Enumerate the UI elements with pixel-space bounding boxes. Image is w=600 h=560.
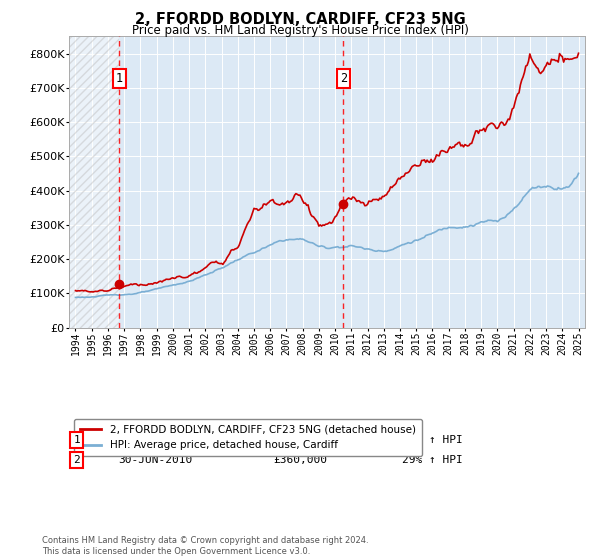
Text: 30-JUN-2010: 30-JUN-2010 xyxy=(118,455,192,465)
Bar xyxy=(69,36,119,328)
Text: Price paid vs. HM Land Registry's House Price Index (HPI): Price paid vs. HM Land Registry's House … xyxy=(131,24,469,37)
Text: 2: 2 xyxy=(73,455,80,465)
Text: 1: 1 xyxy=(116,72,123,85)
Text: 2: 2 xyxy=(340,72,347,85)
Legend: 2, FFORDD BODLYN, CARDIFF, CF23 5NG (detached house), HPI: Average price, detach: 2, FFORDD BODLYN, CARDIFF, CF23 5NG (det… xyxy=(74,419,422,456)
Text: 2, FFORDD BODLYN, CARDIFF, CF23 5NG: 2, FFORDD BODLYN, CARDIFF, CF23 5NG xyxy=(134,12,466,27)
Text: 31% ↑ HPI: 31% ↑ HPI xyxy=(402,435,463,445)
Text: 13-SEP-1996: 13-SEP-1996 xyxy=(118,435,192,445)
Text: £126,995: £126,995 xyxy=(273,435,327,445)
Text: 29% ↑ HPI: 29% ↑ HPI xyxy=(402,455,463,465)
Text: Contains HM Land Registry data © Crown copyright and database right 2024.
This d: Contains HM Land Registry data © Crown c… xyxy=(42,536,368,556)
Text: £360,000: £360,000 xyxy=(273,455,327,465)
Text: 1: 1 xyxy=(73,435,80,445)
